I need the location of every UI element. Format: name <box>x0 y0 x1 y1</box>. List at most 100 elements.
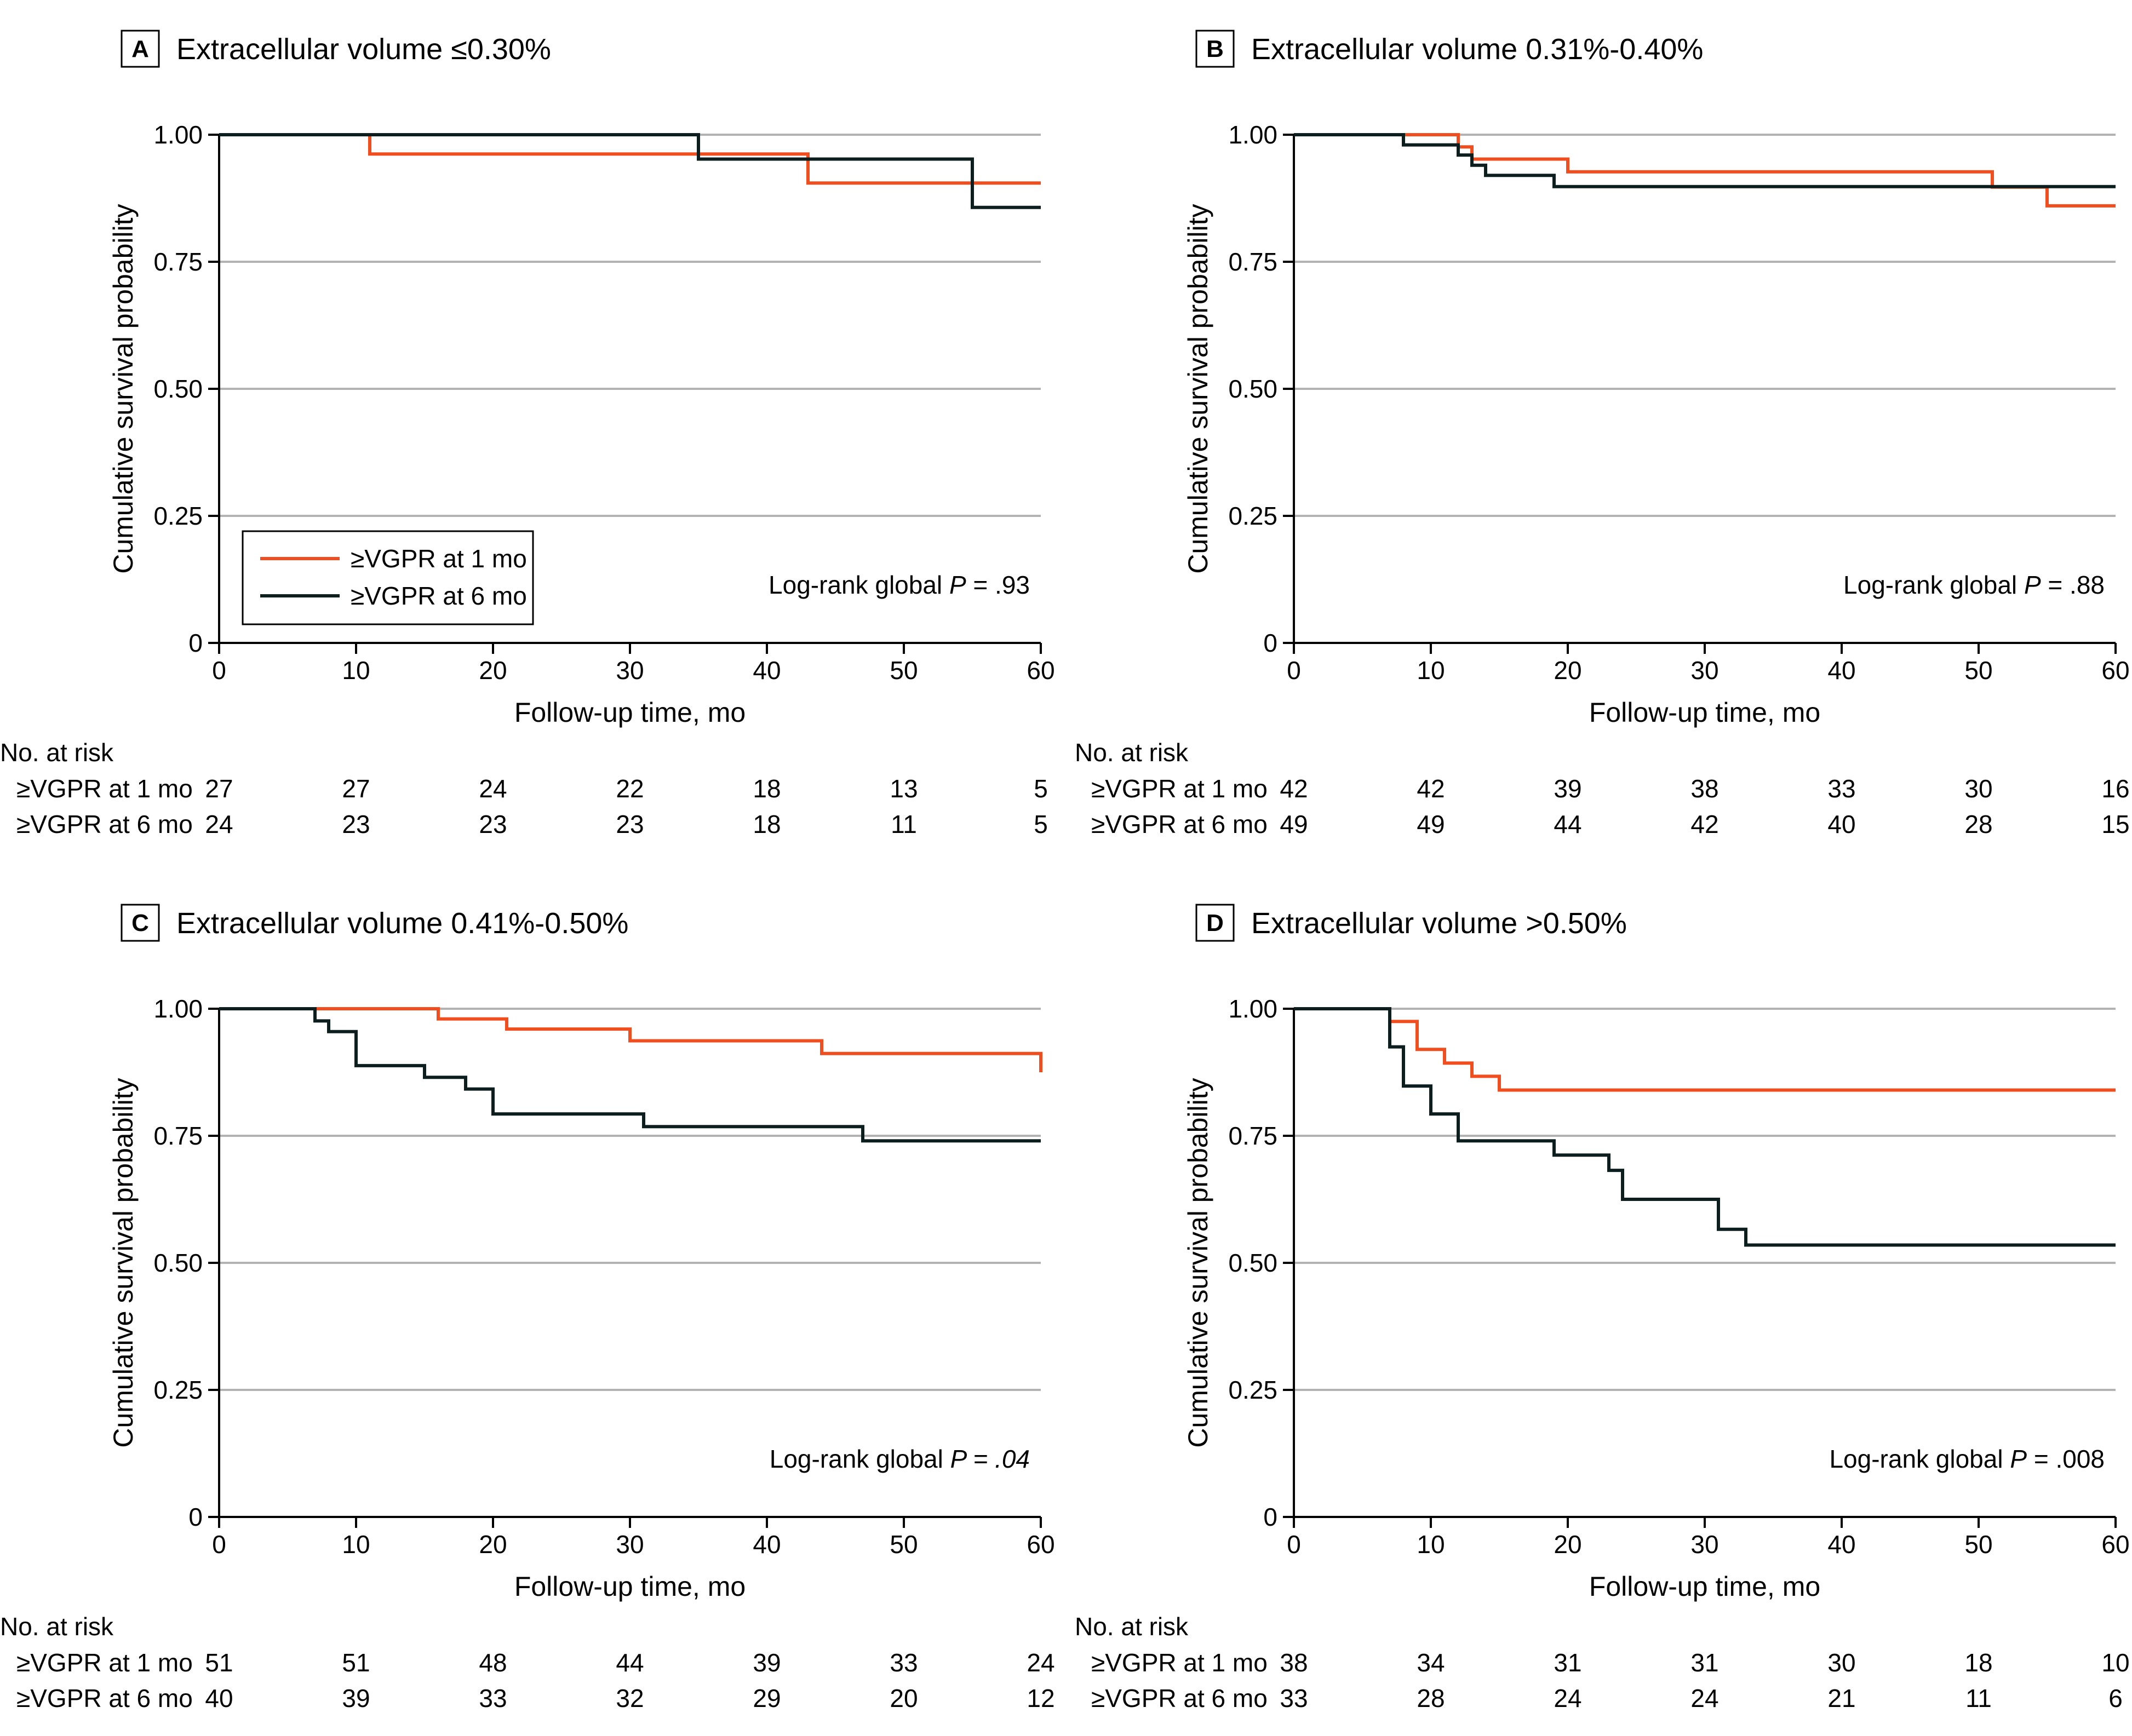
y-tick-label: 0.75 <box>1228 1122 1277 1150</box>
survival-curve-vgpr-1mo <box>1294 1007 2116 1092</box>
x-tick-label: 0 <box>212 656 226 685</box>
at-risk-value: 30 <box>1827 1648 1855 1677</box>
at-risk-value: 29 <box>753 1684 781 1712</box>
at-risk-value: 15 <box>2101 810 2129 838</box>
x-tick-label: 20 <box>1554 656 1581 685</box>
x-tick-label: 60 <box>2101 656 2129 685</box>
y-tick-label: 0.75 <box>1228 248 1277 276</box>
at-risk-value: 18 <box>1964 1648 1992 1677</box>
at-risk-value: 44 <box>616 1648 644 1677</box>
at-risk-value: 39 <box>753 1648 781 1677</box>
panel-letter: A <box>131 36 149 62</box>
at-risk-value: 28 <box>1964 810 1992 838</box>
at-risk-row-label: ≥VGPR at 6 mo <box>16 1684 193 1712</box>
at-risk-value: 16 <box>2101 774 2129 803</box>
panel-c: C Extracellular volume 0.41%-0.50% 0 0.25 0.… <box>0 904 1055 1712</box>
at-risk-value: 33 <box>479 1684 507 1712</box>
at-risk-value: 23 <box>616 810 644 838</box>
legend-label-vgpr-6mo: ≥VGPR at 6 mo <box>351 582 527 610</box>
at-risk-value: 44 <box>1554 810 1581 838</box>
x-tick-label: 50 <box>890 1530 918 1559</box>
at-risk-header: No. at risk <box>0 738 114 767</box>
at-risk-value: 39 <box>1554 774 1581 803</box>
at-risk-value: 33 <box>890 1648 918 1677</box>
survival-curve-vgpr-6mo <box>1294 133 2116 188</box>
at-risk-row-label: ≥VGPR at 6 mo <box>1091 810 1268 838</box>
panel-a: A Extracellular volume ≤0.30% 0 0.25 0.50 0.7… <box>0 30 1055 838</box>
at-risk-value: 31 <box>1554 1648 1581 1677</box>
x-tick-label: 30 <box>1690 656 1718 685</box>
at-risk-value: 33 <box>1827 774 1855 803</box>
x-tick-label: 30 <box>616 656 644 685</box>
y-tick-label: 0.25 <box>1228 502 1277 530</box>
at-risk-value: 51 <box>342 1648 370 1677</box>
x-tick-label: 30 <box>1690 1530 1718 1559</box>
x-tick-label: 0 <box>1287 656 1301 685</box>
at-risk-value: 38 <box>1690 774 1718 803</box>
at-risk-value: 18 <box>753 774 781 803</box>
at-risk-value: 48 <box>479 1648 507 1677</box>
survival-curve-vgpr-6mo <box>219 133 1041 209</box>
at-risk-value: 51 <box>205 1648 233 1677</box>
at-risk-value: 6 <box>2108 1684 2123 1712</box>
at-risk-value: 20 <box>890 1684 918 1712</box>
at-risk-value: 24 <box>1690 1684 1718 1712</box>
x-tick-label: 60 <box>2101 1530 2129 1559</box>
at-risk-value: 11 <box>1965 1684 1992 1712</box>
x-tick-label: 40 <box>1827 656 1855 685</box>
x-tick-label: 60 <box>1027 1530 1054 1559</box>
legend-box <box>242 530 534 625</box>
at-risk-value: 24 <box>1554 1684 1581 1712</box>
at-risk-value: 31 <box>1690 1648 1718 1677</box>
survival-curve-vgpr-1mo <box>219 1007 1042 1072</box>
at-risk-value: 12 <box>1027 1684 1054 1712</box>
panel-title: Extracellular volume 0.41%-0.50% <box>176 907 628 940</box>
x-tick-label: 20 <box>479 1530 507 1559</box>
y-tick-label: 1.00 <box>153 120 203 149</box>
at-risk-table: No. at risk ≥VGPR at 1 mo 51 51 48 44 39 33 24 ≥V… <box>0 1612 1055 1712</box>
at-risk-value: 18 <box>753 810 781 838</box>
x-tick-label: 10 <box>1417 1530 1445 1559</box>
x-tick-label: 0 <box>212 1530 226 1559</box>
at-risk-value: 42 <box>1690 810 1718 838</box>
x-tick-label: 0 <box>1287 1530 1301 1559</box>
at-risk-value: 24 <box>205 810 233 838</box>
at-risk-value: 34 <box>1417 1648 1445 1677</box>
panel-label-box <box>121 30 160 68</box>
panel-label-box <box>1195 904 1235 942</box>
at-risk-value: 49 <box>1280 810 1308 838</box>
at-risk-value: 38 <box>1280 1648 1308 1677</box>
at-risk-value: 49 <box>1417 810 1445 838</box>
x-tick-label: 50 <box>1964 1530 1992 1559</box>
panel-d: D Extracellular volume >0.50% 0 0.25 0.50 0.7… <box>1075 904 2130 1712</box>
at-risk-row-label: ≥VGPR at 1 mo <box>16 774 193 803</box>
panel-title: Extracellular volume 0.31%-0.40% <box>1251 33 1703 66</box>
x-tick-label: 40 <box>1827 1530 1855 1559</box>
pvalue-annotation: Log-rank global P = .04 <box>770 1445 1030 1473</box>
at-risk-value: 24 <box>1027 1648 1054 1677</box>
panel-title: Extracellular volume ≤0.30% <box>176 33 551 66</box>
at-risk-row-label: ≥VGPR at 1 mo <box>16 1648 193 1677</box>
survival-curve-vgpr-6mo <box>219 1007 1041 1143</box>
pvalue-annotation: Log-rank global P = .008 <box>1829 1445 2105 1473</box>
y-tick-label: 1.00 <box>153 995 203 1023</box>
x-axis-title: Follow-up time, mo <box>1589 1571 1820 1602</box>
at-risk-table: No. at risk ≥VGPR at 1 mo 38 34 31 31 30 18 10 ≥V… <box>1075 1612 2130 1712</box>
at-risk-value: 32 <box>616 1684 644 1712</box>
at-risk-value: 13 <box>890 774 918 803</box>
y-tick-label: 1.00 <box>1228 120 1277 149</box>
y-tick-label: 0.50 <box>153 1249 203 1277</box>
panel-label-box <box>1195 30 1235 68</box>
at-risk-table: No. at risk ≥VGPR at 1 mo 42 42 39 38 33 30 16 ≥V… <box>1075 738 2130 838</box>
at-risk-value: 11 <box>891 810 917 838</box>
at-risk-value: 39 <box>342 1684 370 1712</box>
at-risk-table: No. at risk ≥VGPR at 1 mo 27 27 24 22 18 13 5 ≥VG… <box>0 738 1048 838</box>
x-axis-title: Follow-up time, mo <box>514 1571 746 1602</box>
at-risk-value: 5 <box>1034 774 1048 803</box>
at-risk-value: 33 <box>1280 1684 1308 1712</box>
x-tick-label: 10 <box>342 1530 370 1559</box>
y-tick-label: 0.25 <box>153 1376 203 1404</box>
y-tick-label: 0.50 <box>153 375 203 403</box>
at-risk-header: No. at risk <box>0 1612 114 1641</box>
panel-title: Extracellular volume >0.50% <box>1251 907 1627 940</box>
